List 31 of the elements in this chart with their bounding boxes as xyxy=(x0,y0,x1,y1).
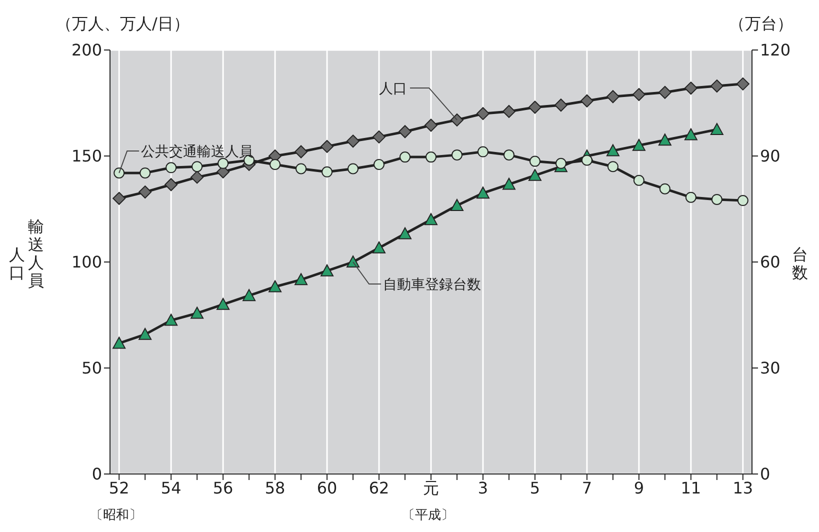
y-tick-label: 50 xyxy=(82,358,102,378)
x-tick-label: 52 xyxy=(108,478,130,498)
x-tick-label: 3 xyxy=(478,478,488,498)
x-tick-label: 7 xyxy=(582,478,592,498)
x-tick-label: 60 xyxy=(316,478,338,498)
x-tick-label: 11 xyxy=(680,478,702,498)
x-tick-label: 13 xyxy=(732,478,754,498)
x-tick-label: 58 xyxy=(264,478,286,498)
text: （万人、万人/日） xyxy=(56,14,190,35)
x-tick-label: 54 xyxy=(160,478,182,498)
text: 〔平成〕 xyxy=(402,507,454,524)
text: （万台） xyxy=(729,14,793,35)
x-tick-label: 56 xyxy=(212,478,234,498)
y2-tick-label: 30 xyxy=(760,358,780,378)
y-tick-label: 150 xyxy=(71,146,102,166)
y-tick-label: 100 xyxy=(71,252,102,272)
y2-tick-label: 60 xyxy=(760,252,780,272)
text: 〔昭和〕 xyxy=(90,507,142,524)
y-tick-label: 0 xyxy=(92,464,102,484)
text: 人口 xyxy=(378,80,407,97)
y2-tick-label: 0 xyxy=(760,464,770,484)
x-tick-label: 5 xyxy=(530,478,540,498)
y2-tick-label: 120 xyxy=(760,40,791,60)
y2-axis-title: 台数 xyxy=(791,245,809,282)
series-label: 自動車登録台数 xyxy=(383,276,482,293)
series-label: 公共交通輸送人員 xyxy=(141,144,254,160)
x-tick-label: 元 xyxy=(423,478,439,498)
x-tick-label: 62 xyxy=(368,478,390,498)
x-tick-label: 9 xyxy=(634,478,644,498)
y2-tick-label: 90 xyxy=(760,146,780,166)
y-tick-label: 200 xyxy=(71,40,102,60)
